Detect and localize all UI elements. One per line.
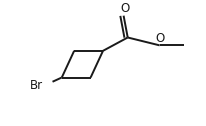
Text: Br: Br bbox=[30, 79, 43, 92]
Text: O: O bbox=[120, 2, 129, 15]
Text: O: O bbox=[155, 32, 164, 45]
